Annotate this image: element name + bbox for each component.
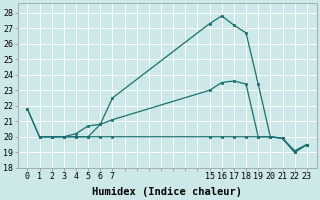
X-axis label: Humidex (Indice chaleur): Humidex (Indice chaleur) (92, 186, 242, 197)
